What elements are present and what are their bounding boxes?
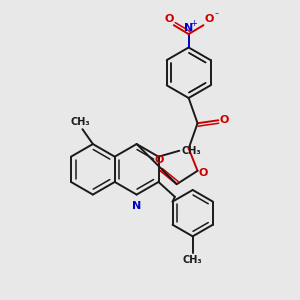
- Text: N: N: [132, 201, 141, 211]
- Text: +: +: [190, 19, 197, 28]
- Text: CH₃: CH₃: [183, 255, 203, 265]
- Text: O: O: [198, 168, 208, 178]
- Text: O: O: [204, 14, 214, 24]
- Text: CH₃: CH₃: [70, 117, 90, 127]
- Text: O: O: [165, 14, 174, 24]
- Text: O: O: [154, 155, 164, 165]
- Text: O: O: [220, 115, 229, 125]
- Text: CH₃: CH₃: [182, 146, 201, 156]
- Text: N: N: [184, 22, 193, 33]
- Text: -: -: [214, 8, 218, 18]
